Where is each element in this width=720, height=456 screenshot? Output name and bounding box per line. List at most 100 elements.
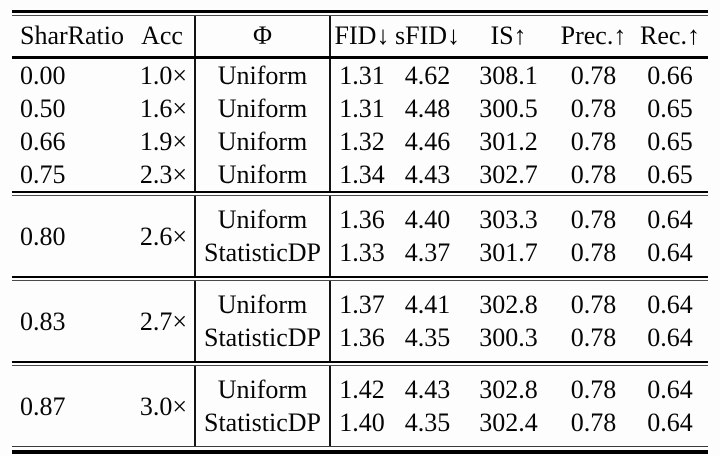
cell-is: 300.5 [479, 94, 538, 123]
cell-sfid: 4.43 [404, 375, 451, 404]
table-row: 0.50 1.6× Uniform 1.31 4.48 300.5 0.78 0… [12, 92, 708, 125]
col-header-phi: Φ [195, 16, 331, 56]
cell-rec: 0.64 [647, 408, 693, 437]
cell-prec: 0.78 [570, 127, 617, 156]
col-header-is: IS↑ [490, 21, 527, 50]
results-table: SharRatio Acc Φ FID↓ sFID↓ IS↑ Prec.↑ Re… [12, 10, 708, 454]
cell-fid: 1.36 [339, 323, 385, 352]
cell-rec: 0.65 [647, 127, 693, 156]
cell-phi: Uniform [195, 281, 331, 321]
table-header-row: SharRatio Acc Φ FID↓ sFID↓ IS↑ Prec.↑ Re… [12, 16, 708, 56]
cell-sfid: 4.40 [404, 205, 451, 234]
cell-is: 300.3 [479, 323, 538, 352]
table-row: StatisticDP 1.36 4.35 300.3 0.78 0.64 [12, 321, 708, 361]
cell-phi: Uniform [195, 92, 331, 125]
cell-prec: 0.78 [570, 290, 617, 319]
col-header-acc: Acc [130, 16, 196, 56]
col-header-prec: Prec.↑ [560, 21, 627, 50]
cell-sharratio: 0.00 [20, 61, 66, 90]
header-rule [12, 56, 708, 59]
cell-phi: Uniform [195, 196, 331, 236]
cell-rec: 0.64 [647, 238, 693, 267]
table-row: 0.00 1.0× Uniform 1.31 4.62 308.1 0.78 0… [12, 59, 708, 92]
cell-sharratio: 0.50 [20, 94, 66, 123]
cell-rec: 0.65 [647, 94, 693, 123]
table-row: 0.80 2.6× Uniform 1.36 4.40 303.3 0.78 0… [12, 196, 708, 276]
cell-fid: 1.31 [339, 61, 385, 90]
cell-is: 301.2 [479, 127, 538, 156]
cell-fid: 1.33 [339, 238, 385, 267]
cell-prec: 0.78 [570, 323, 617, 352]
cell-fid: 1.32 [339, 127, 385, 156]
cell-acc: 1.0× [130, 59, 196, 92]
cell-acc: 2.7× [130, 281, 196, 361]
cell-prec: 0.78 [570, 408, 617, 437]
cell-rec: 0.64 [647, 205, 693, 234]
cell-rec: 0.64 [647, 290, 693, 319]
cell-rec: 0.65 [647, 160, 693, 189]
cell-acc: 3.0× [130, 366, 196, 446]
cell-rec: 0.64 [647, 375, 693, 404]
cell-sharratio: 0.83 [20, 306, 66, 336]
cell-sfid: 4.46 [404, 127, 451, 156]
cell-rec: 0.66 [647, 61, 693, 90]
col-header-fid: FID↓ [334, 21, 390, 50]
cell-phi: Uniform [195, 59, 331, 92]
cell-is: 301.7 [479, 238, 538, 267]
cell-prec: 0.78 [570, 238, 617, 267]
bottom-rule [12, 446, 708, 454]
cell-sharratio: 0.66 [20, 127, 66, 156]
cell-sharratio: 0.80 [20, 221, 66, 251]
cell-fid: 1.42 [339, 375, 385, 404]
cell-is: 303.3 [479, 205, 538, 234]
cell-is: 302.7 [479, 160, 538, 189]
cell-sfid: 4.35 [404, 323, 451, 352]
cell-fid: 1.36 [339, 205, 385, 234]
cell-sfid: 4.48 [404, 94, 451, 123]
cell-sfid: 4.35 [404, 408, 451, 437]
cell-acc: 1.9× [130, 125, 196, 158]
cell-is: 302.8 [479, 375, 538, 404]
top-rule [12, 10, 708, 16]
cell-phi: Uniform [195, 366, 331, 406]
table-row: StatisticDP 1.40 4.35 302.4 0.78 0.64 [12, 406, 708, 446]
cell-sfid: 4.41 [404, 290, 451, 319]
cell-phi: StatisticDP [195, 236, 331, 276]
cell-is: 308.1 [479, 61, 538, 90]
cell-fid: 1.40 [339, 408, 385, 437]
group-divider-rule [12, 276, 708, 281]
col-header-sharratio: SharRatio [20, 21, 124, 50]
cell-prec: 0.78 [570, 94, 617, 123]
cell-fid: 1.31 [339, 94, 385, 123]
cell-sharratio: 0.87 [20, 391, 66, 421]
group-divider-rule [12, 361, 708, 366]
col-header-rec: Rec.↑ [640, 21, 700, 50]
col-header-sfid: sFID↓ [394, 21, 460, 50]
cell-sharratio: 0.75 [20, 160, 66, 189]
cell-phi: StatisticDP [195, 321, 331, 361]
cell-is: 302.4 [479, 408, 538, 437]
cell-fid: 1.37 [339, 290, 385, 319]
cell-phi: Uniform [195, 125, 331, 158]
cell-sfid: 4.43 [404, 160, 451, 189]
table-row: 0.66 1.9× Uniform 1.32 4.46 301.2 0.78 0… [12, 125, 708, 158]
cell-phi: StatisticDP [195, 406, 331, 446]
table-row: 0.75 2.3× Uniform 1.34 4.43 302.7 0.78 0… [12, 158, 708, 191]
cell-sfid: 4.37 [404, 238, 451, 267]
table-row: 0.83 2.7× Uniform 1.37 4.41 302.8 0.78 0… [12, 281, 708, 361]
cell-acc: 2.3× [130, 158, 196, 191]
cell-fid: 1.34 [339, 160, 385, 189]
cell-prec: 0.78 [570, 160, 617, 189]
cell-rec: 0.64 [647, 323, 693, 352]
cell-prec: 0.78 [570, 205, 617, 234]
group-divider-rule [12, 191, 708, 196]
cell-is: 302.8 [479, 290, 538, 319]
cell-prec: 0.78 [570, 375, 617, 404]
table-row: 0.87 3.0× Uniform 1.42 4.43 302.8 0.78 0… [12, 366, 708, 446]
cell-sfid: 4.62 [404, 61, 451, 90]
cell-acc: 1.6× [130, 92, 196, 125]
table-row: StatisticDP 1.33 4.37 301.7 0.78 0.64 [12, 236, 708, 276]
cell-phi: Uniform [195, 158, 331, 191]
cell-prec: 0.78 [570, 61, 617, 90]
